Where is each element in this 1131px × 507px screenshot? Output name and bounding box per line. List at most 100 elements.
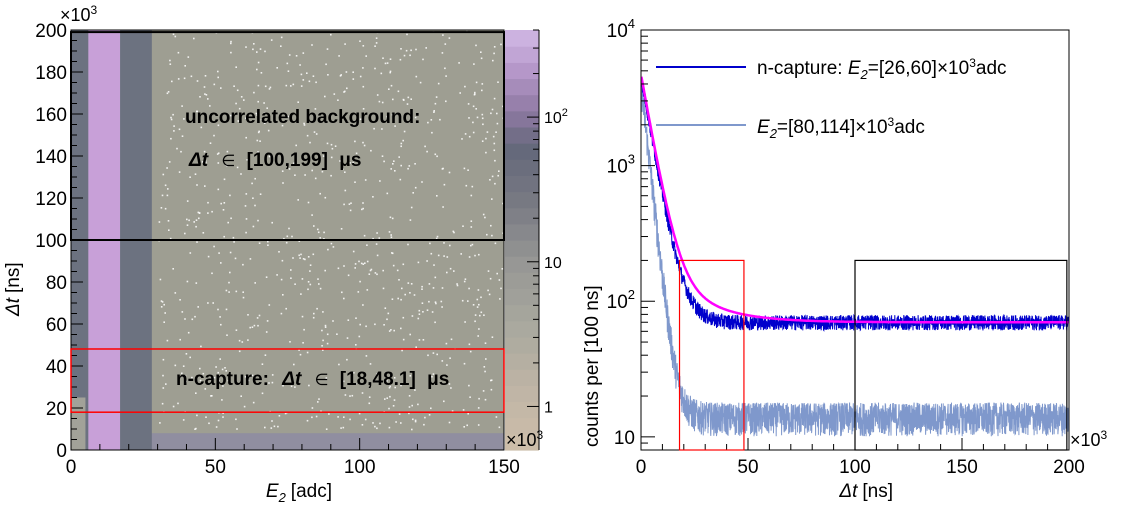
- speckle: [259, 193, 262, 195]
- speckle: [389, 375, 392, 378]
- speckle: [464, 321, 466, 323]
- speckle: [290, 385, 293, 388]
- speckle: [176, 147, 178, 150]
- speckle: [166, 92, 169, 95]
- speckle: [269, 86, 272, 89]
- speckle: [309, 283, 312, 286]
- speckle: [374, 67, 376, 70]
- speckle: [337, 99, 339, 101]
- speckle: [298, 240, 301, 242]
- speckle: [389, 70, 392, 73]
- colorbar-segment: [505, 94, 539, 112]
- speckle: [253, 324, 256, 327]
- speckle: [298, 254, 300, 257]
- speckle: [389, 71, 391, 74]
- speckle: [209, 142, 212, 144]
- speckle: [198, 212, 201, 214]
- speckle: [160, 306, 163, 308]
- speckle: [169, 63, 172, 65]
- speckle: [245, 117, 248, 120]
- speckle: [354, 140, 356, 143]
- speckle: [490, 388, 493, 391]
- speckle: [267, 244, 269, 246]
- n-capture-label-unit: μs: [427, 369, 449, 390]
- speckle: [409, 54, 411, 57]
- speckle: [428, 414, 431, 416]
- speckle: [303, 328, 305, 331]
- n-capture-label-symbol: ∈: [315, 372, 329, 389]
- speckle: [414, 163, 416, 165]
- speckle: [391, 252, 393, 254]
- speckle: [452, 230, 455, 233]
- speckle: [257, 219, 259, 222]
- speckle: [474, 314, 477, 316]
- speckle: [409, 333, 411, 336]
- speckle: [194, 315, 196, 318]
- speckle: [294, 174, 296, 176]
- speckle: [326, 333, 329, 336]
- speckle: [182, 365, 185, 367]
- background-label-line1: uncorrelated background:: [185, 107, 420, 128]
- speckle: [339, 160, 341, 162]
- speckle: [478, 253, 480, 256]
- speckle: [159, 278, 162, 281]
- speckle: [376, 232, 378, 234]
- speckle: [264, 85, 267, 88]
- speckle: [380, 72, 383, 75]
- speckle: [257, 84, 260, 87]
- speckle: [445, 100, 447, 103]
- speckle: [199, 379, 202, 382]
- speckle: [474, 320, 476, 323]
- speckle: [492, 59, 494, 62]
- speckle: [414, 116, 417, 119]
- speckle: [199, 96, 201, 98]
- heatmap-low-dt-band: [71, 433, 504, 450]
- speckle: [393, 160, 395, 162]
- speckle: [213, 83, 216, 86]
- speckle: [412, 418, 414, 421]
- speckle: [300, 85, 303, 87]
- left-chart: 0 50 100 150 0 20 40 60 80 100 120 140 160 180 200 1 10…: [3, 3, 568, 505]
- speckle: [470, 220, 473, 222]
- speckle: [400, 142, 403, 145]
- speckle: [318, 398, 320, 400]
- speckle: [338, 55, 340, 57]
- speckle: [238, 339, 241, 342]
- speckle: [225, 308, 228, 311]
- speckle: [389, 385, 391, 388]
- speckle: [480, 57, 483, 60]
- speckle: [255, 112, 258, 115]
- speckle: [432, 287, 435, 289]
- speckle: [311, 169, 313, 172]
- speckle: [360, 262, 363, 265]
- speckle: [407, 96, 410, 99]
- speckle: [288, 54, 291, 56]
- speckle: [344, 43, 346, 45]
- speckle: [462, 409, 465, 411]
- speckle: [463, 167, 466, 170]
- speckle: [368, 396, 371, 398]
- speckle: [302, 342, 304, 344]
- speckle: [270, 427, 273, 429]
- speckle: [235, 418, 237, 421]
- speckle: [349, 162, 351, 164]
- speckle: [330, 33, 332, 36]
- speckle: [436, 235, 439, 238]
- speckle: [417, 403, 419, 406]
- speckle: [219, 358, 221, 360]
- speckle: [301, 315, 304, 318]
- speckle: [435, 237, 438, 240]
- left-y-tick-label: 0: [56, 441, 67, 462]
- speckle: [426, 309, 429, 311]
- speckle: [396, 269, 399, 272]
- speckle: [209, 114, 212, 117]
- right-axes: 0 50 100 150 200 10 102 103 104: [607, 16, 1085, 478]
- speckle: [415, 75, 418, 78]
- speckle: [287, 115, 289, 118]
- speckle: [374, 272, 377, 274]
- speckle: [331, 147, 334, 150]
- speckle: [167, 220, 170, 222]
- speckle: [401, 287, 403, 290]
- speckle: [468, 256, 471, 258]
- speckle: [183, 118, 185, 120]
